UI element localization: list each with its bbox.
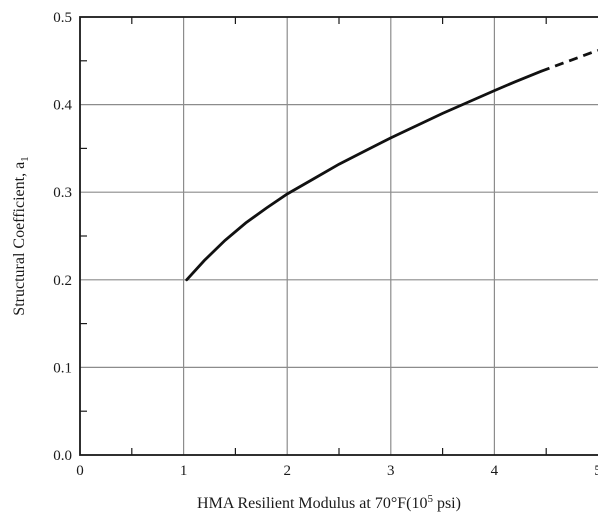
x-axis-title-main: HMA Resilient Modulus at 70°F(10	[197, 495, 427, 512]
data-series	[185, 48, 598, 282]
grid-lines	[80, 17, 598, 455]
y-tick-label: 0.3	[53, 185, 72, 201]
y-tick-label: 0.5	[53, 10, 72, 26]
y-tick-label: 0.4	[53, 98, 72, 114]
x-tick-label: 4	[491, 463, 499, 479]
y-axis-title-main: Structural Coefficient, a	[11, 162, 28, 316]
x-tick-label: 0	[76, 463, 84, 479]
y-tick-label: 0.2	[53, 273, 72, 289]
curve-extrapolated-line	[540, 48, 598, 73]
x-tick-label: 1	[180, 463, 188, 479]
y-tick-label: 0.1	[53, 360, 72, 376]
y-tick-label: 0.0	[53, 448, 72, 464]
curve-line	[185, 69, 543, 282]
axis-ticks	[80, 17, 547, 455]
y-axis-title: Structural Coefficient, a1	[11, 156, 31, 315]
x-tick-label: 3	[387, 463, 395, 479]
x-axis-title-superscript: 5	[427, 493, 433, 505]
x-axis-title: HMA Resilient Modulus at 70°F(105 psi)	[197, 493, 461, 512]
plot-frame	[79, 16, 598, 456]
x-axis-title-suffix: psi)	[433, 495, 461, 512]
y-axis-title-subscript: 1	[19, 156, 31, 162]
x-tick-label: 5	[594, 463, 598, 479]
x-tick-label: 2	[283, 463, 291, 479]
x-tick-labels: 0 1 2 3 4 5	[76, 463, 598, 479]
y-tick-labels: 0.0 0.1 0.2 0.3 0.4 0.5	[53, 10, 72, 464]
